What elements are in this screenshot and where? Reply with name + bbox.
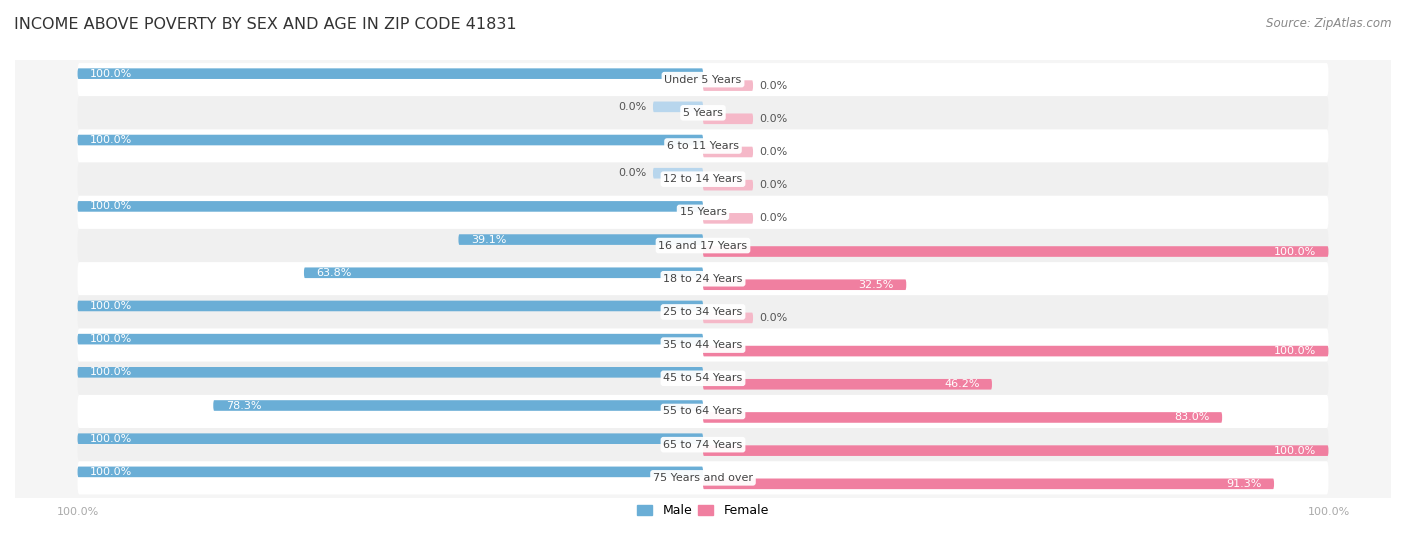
FancyBboxPatch shape	[77, 467, 703, 477]
FancyBboxPatch shape	[703, 412, 1222, 423]
FancyBboxPatch shape	[77, 63, 1329, 96]
Text: 78.3%: 78.3%	[226, 400, 262, 410]
Text: 5 Years: 5 Years	[683, 108, 723, 118]
Text: INCOME ABOVE POVERTY BY SEX AND AGE IN ZIP CODE 41831: INCOME ABOVE POVERTY BY SEX AND AGE IN Z…	[14, 17, 516, 32]
Text: Source: ZipAtlas.com: Source: ZipAtlas.com	[1267, 17, 1392, 30]
Text: 18 to 24 Years: 18 to 24 Years	[664, 274, 742, 284]
FancyBboxPatch shape	[77, 129, 1329, 163]
FancyBboxPatch shape	[703, 113, 754, 124]
FancyBboxPatch shape	[703, 346, 1329, 357]
FancyBboxPatch shape	[458, 234, 703, 245]
FancyBboxPatch shape	[77, 229, 1329, 262]
FancyBboxPatch shape	[77, 433, 703, 444]
Text: 0.0%: 0.0%	[759, 313, 787, 323]
Text: 32.5%: 32.5%	[859, 280, 894, 290]
FancyBboxPatch shape	[703, 80, 754, 91]
Text: 100.0%: 100.0%	[1274, 247, 1316, 257]
Text: 100.0%: 100.0%	[90, 201, 132, 211]
Text: Under 5 Years: Under 5 Years	[665, 75, 741, 84]
Text: 100.0%: 100.0%	[90, 135, 132, 145]
Text: 46.2%: 46.2%	[943, 379, 980, 389]
Text: 83.0%: 83.0%	[1174, 413, 1209, 423]
Text: 12 to 14 Years: 12 to 14 Years	[664, 174, 742, 184]
FancyBboxPatch shape	[77, 163, 1329, 196]
FancyBboxPatch shape	[214, 400, 703, 411]
Legend: Male, Female: Male, Female	[633, 499, 773, 522]
FancyBboxPatch shape	[703, 446, 1329, 456]
Text: 75 Years and over: 75 Years and over	[652, 473, 754, 483]
Text: 0.0%: 0.0%	[619, 102, 647, 112]
Text: 100.0%: 100.0%	[1274, 446, 1316, 456]
Text: 0.0%: 0.0%	[759, 147, 787, 157]
FancyBboxPatch shape	[77, 334, 703, 344]
FancyBboxPatch shape	[77, 135, 703, 145]
FancyBboxPatch shape	[77, 428, 1329, 461]
Text: 16 and 17 Years: 16 and 17 Years	[658, 240, 748, 250]
FancyBboxPatch shape	[77, 362, 1329, 395]
FancyBboxPatch shape	[703, 479, 1274, 489]
Text: 100.0%: 100.0%	[90, 69, 132, 79]
Text: 100.0%: 100.0%	[90, 301, 132, 311]
Text: 65 to 74 Years: 65 to 74 Years	[664, 440, 742, 449]
Text: 100.0%: 100.0%	[90, 434, 132, 444]
FancyBboxPatch shape	[652, 168, 703, 178]
FancyBboxPatch shape	[703, 379, 993, 390]
FancyBboxPatch shape	[304, 267, 703, 278]
Text: 100.0%: 100.0%	[90, 334, 132, 344]
FancyBboxPatch shape	[703, 312, 754, 323]
FancyBboxPatch shape	[77, 367, 703, 378]
FancyBboxPatch shape	[77, 329, 1329, 362]
Text: 45 to 54 Years: 45 to 54 Years	[664, 373, 742, 383]
FancyBboxPatch shape	[703, 180, 754, 191]
FancyBboxPatch shape	[703, 280, 907, 290]
Text: 100.0%: 100.0%	[90, 367, 132, 377]
Text: 39.1%: 39.1%	[471, 235, 506, 245]
FancyBboxPatch shape	[77, 461, 1329, 495]
Text: 100.0%: 100.0%	[90, 467, 132, 477]
FancyBboxPatch shape	[77, 395, 1329, 428]
Text: 6 to 11 Years: 6 to 11 Years	[666, 141, 740, 151]
Text: 15 Years: 15 Years	[679, 207, 727, 217]
FancyBboxPatch shape	[703, 246, 1329, 257]
Text: 25 to 34 Years: 25 to 34 Years	[664, 307, 742, 317]
FancyBboxPatch shape	[77, 262, 1329, 295]
Text: 55 to 64 Years: 55 to 64 Years	[664, 406, 742, 416]
Text: 0.0%: 0.0%	[759, 180, 787, 190]
Text: 0.0%: 0.0%	[759, 80, 787, 91]
FancyBboxPatch shape	[77, 301, 703, 311]
Text: 100.0%: 100.0%	[1274, 346, 1316, 356]
Text: 0.0%: 0.0%	[619, 168, 647, 178]
Text: 63.8%: 63.8%	[316, 268, 352, 278]
FancyBboxPatch shape	[77, 196, 1329, 229]
Text: 91.3%: 91.3%	[1226, 479, 1261, 489]
Text: 35 to 44 Years: 35 to 44 Years	[664, 340, 742, 350]
Text: 0.0%: 0.0%	[759, 214, 787, 224]
FancyBboxPatch shape	[703, 146, 754, 157]
FancyBboxPatch shape	[77, 201, 703, 212]
FancyBboxPatch shape	[77, 295, 1329, 329]
FancyBboxPatch shape	[652, 102, 703, 112]
FancyBboxPatch shape	[703, 213, 754, 224]
FancyBboxPatch shape	[77, 96, 1329, 129]
FancyBboxPatch shape	[77, 68, 703, 79]
Text: 0.0%: 0.0%	[759, 114, 787, 124]
